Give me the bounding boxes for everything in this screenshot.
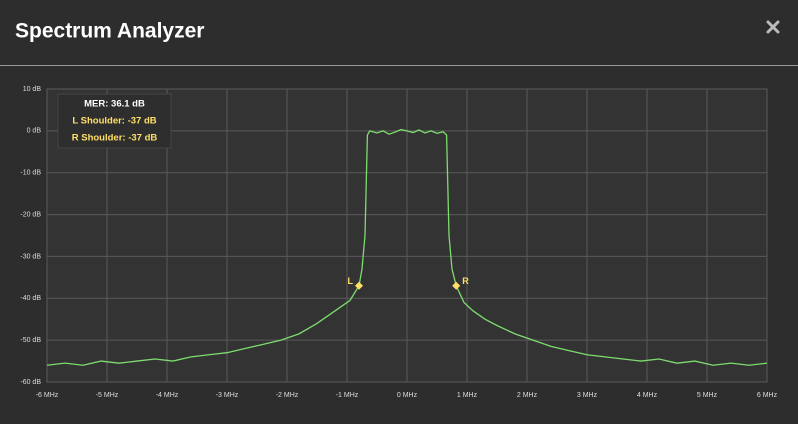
marker-label: L	[348, 276, 354, 286]
y-tick-label: -30 dB	[20, 253, 41, 260]
x-tick-label: -1 MHz	[336, 392, 359, 399]
y-tick-label: -40 dB	[20, 295, 41, 302]
shoulder-marker	[355, 281, 363, 290]
spectrum-trace	[46, 128, 768, 366]
y-tick-label: 10 dB	[23, 86, 42, 93]
x-tick-label: -4 MHz	[156, 392, 179, 399]
y-tick-label: -10 dB	[20, 170, 41, 177]
x-tick-label: 3 MHz	[577, 392, 598, 399]
x-tick-label: -3 MHz	[216, 392, 239, 399]
annotation-text: MER: 36.1 dB	[84, 99, 145, 110]
x-tick-label: 2 MHz	[517, 392, 538, 399]
x-tick-label: 0 MHz	[397, 392, 418, 399]
shoulder-marker	[452, 281, 461, 290]
x-tick-label: -6 MHz	[36, 392, 59, 399]
grid	[46, 88, 768, 383]
y-tick-label: -60 dB	[20, 379, 41, 386]
x-tick-label: -2 MHz	[276, 392, 299, 399]
close-button[interactable]	[766, 20, 780, 34]
y-tick-label: 0 dB	[27, 128, 42, 135]
x-tick-label: 1 MHz	[457, 392, 478, 399]
y-tick-label: -20 dB	[20, 211, 41, 218]
x-tick-label: -5 MHz	[96, 392, 119, 399]
annotation-text: L Shoulder: -37 dB	[72, 116, 156, 127]
x-tick-label: 5 MHz	[697, 392, 718, 399]
annotation-box	[57, 93, 172, 149]
annotation-text: R Shoulder: -37 dB	[72, 133, 158, 144]
dialog-title: Spectrum Analyzer	[15, 20, 204, 43]
x-tick-label: 6 MHz	[757, 392, 778, 399]
close-icon[interactable]	[766, 20, 780, 34]
y-tick-label: -50 dB	[20, 337, 41, 344]
x-tick-label: 4 MHz	[637, 392, 658, 399]
marker-label: R	[462, 276, 469, 286]
